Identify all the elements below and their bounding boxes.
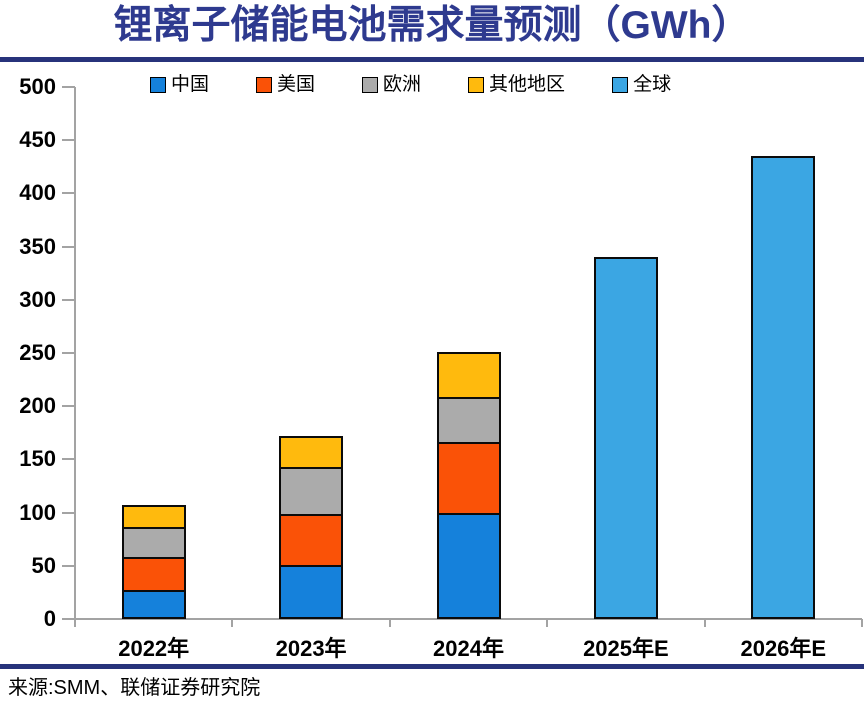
x-axis-tick [388, 619, 391, 627]
y-axis-tick [62, 405, 75, 408]
y-axis-tick [62, 192, 75, 195]
legend-label: 欧洲 [383, 74, 422, 95]
x-axis-label: 2022年 [118, 636, 190, 661]
legend-swatch-icon [256, 77, 273, 93]
x-axis-tick [546, 619, 549, 627]
legend-label: 全球 [633, 74, 672, 95]
y-axis-tick [62, 618, 75, 620]
legend-swatch-icon [362, 77, 379, 93]
legend-swatch-icon [150, 77, 166, 93]
y-axis-tick [62, 86, 75, 88]
y-tick-label: 450 [19, 127, 56, 153]
y-axis-tick [62, 511, 75, 514]
y-tick-label: 350 [19, 233, 56, 259]
x-axis-line [75, 618, 862, 620]
bar-segment-欧洲 [436, 396, 501, 445]
y-tick-label: 0 [43, 606, 56, 631]
legend-item-美国: 美国 [256, 74, 315, 96]
legend-item-中国: 中国 [150, 74, 209, 96]
bar-segment-全球 [593, 257, 658, 619]
y-axis-tick [62, 564, 75, 567]
y-tick-label: 50 [31, 552, 56, 578]
bar-segment-美国 [279, 513, 344, 567]
legend-item-其他地区: 其他地区 [468, 74, 565, 96]
legend-label: 其他地区 [489, 74, 566, 95]
y-tick-label: 400 [19, 180, 56, 206]
legend-swatch-icon [612, 77, 629, 93]
bar-segment-中国 [279, 564, 344, 619]
legend-item-欧洲: 欧洲 [362, 74, 421, 96]
bar-segment-全球 [751, 156, 816, 619]
x-axis-label: 2025年E [583, 636, 669, 661]
title-divider-line [0, 57, 864, 62]
bar-segment-中国 [436, 512, 501, 619]
bar-segment-其他地区 [436, 351, 501, 399]
y-tick-label: 300 [19, 286, 56, 312]
y-tick-label: 500 [19, 74, 56, 99]
y-axis-tick [62, 458, 75, 461]
y-axis-tick [62, 139, 75, 142]
source-note: 来源:SMM、联储证券研究院 [8, 677, 261, 699]
legend-label: 美国 [277, 74, 316, 95]
y-axis-tick [62, 245, 75, 248]
bar-segment-美国 [121, 557, 186, 593]
legend: 中国 美国 欧洲 其他地区 全球 [150, 74, 671, 96]
bar-segment-欧洲 [279, 466, 344, 516]
x-axis-label: 2026年E [740, 636, 827, 661]
legend-item-全球: 全球 [612, 74, 671, 96]
bar-segment-中国 [121, 590, 186, 619]
y-axis-tick [62, 352, 75, 354]
x-axis-label: 2023年 [275, 636, 347, 661]
x-axis-tick [861, 619, 863, 627]
bar-segment-其他地区 [121, 505, 186, 530]
y-axis-tick [62, 298, 75, 301]
y-tick-label: 200 [19, 393, 56, 419]
x-axis-tick [231, 619, 234, 627]
footer-divider-line [0, 664, 864, 669]
y-axis-line [74, 87, 76, 621]
y-tick-label: 250 [19, 340, 56, 365]
x-axis-tick [74, 619, 76, 627]
y-tick-label: 100 [19, 499, 56, 525]
legend-label: 中国 [171, 74, 210, 95]
legend-swatch-icon [468, 77, 485, 93]
bar-segment-欧洲 [121, 527, 186, 560]
bar-segment-美国 [436, 442, 501, 515]
x-axis-tick [703, 619, 706, 627]
x-axis-label: 2024年 [433, 636, 504, 661]
bar-segment-其他地区 [279, 435, 344, 469]
y-tick-label: 150 [19, 446, 56, 472]
chart-title: 锂离子储能电池需求量预测（GWh） [113, 4, 751, 47]
